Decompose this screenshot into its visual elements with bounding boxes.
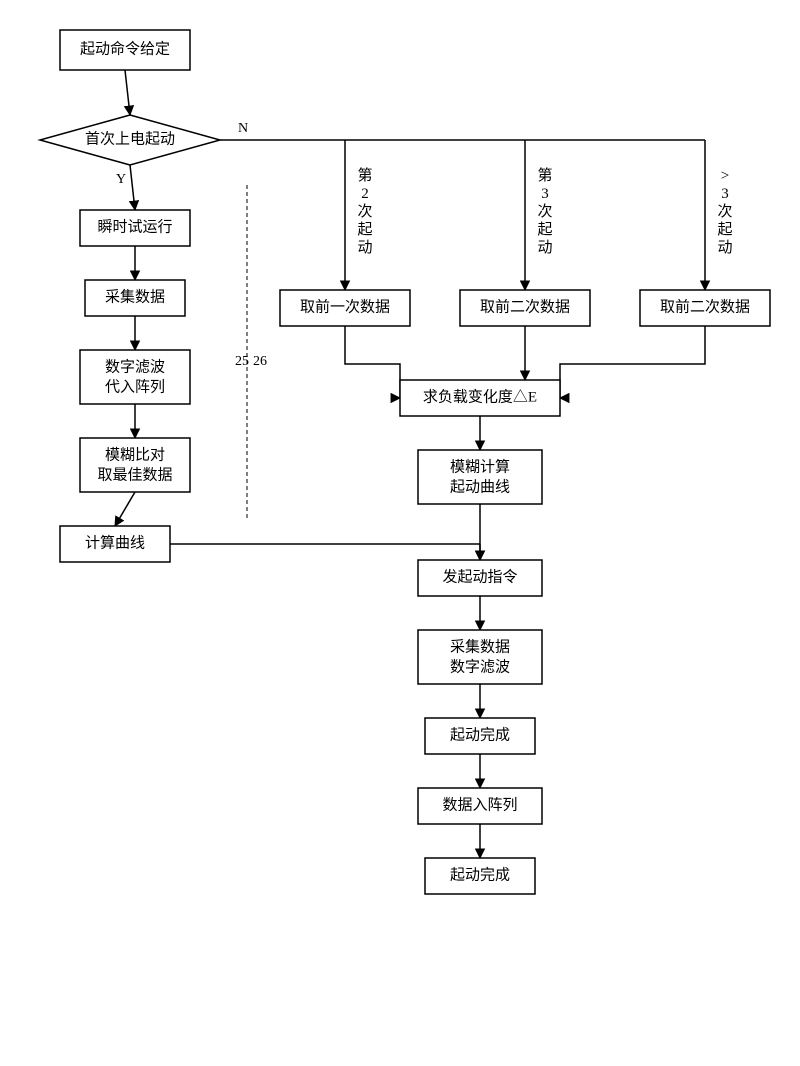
- svg-text:起动完成: 起动完成: [450, 726, 510, 743]
- svg-text:模糊比对: 模糊比对: [105, 446, 165, 463]
- svg-text:起动曲线: 起动曲线: [450, 478, 510, 495]
- svg-text:起: 起: [717, 221, 732, 238]
- svg-text:首次上电起动: 首次上电起动: [85, 130, 175, 147]
- svg-text:数字滤波: 数字滤波: [450, 658, 510, 675]
- svg-text:数字滤波: 数字滤波: [105, 358, 165, 375]
- svg-text:起动完成: 起动完成: [450, 866, 510, 883]
- svg-text:次: 次: [537, 203, 552, 220]
- svg-text:3: 3: [721, 186, 729, 202]
- svg-text:起动命令给定: 起动命令给定: [80, 39, 170, 57]
- svg-text:第: 第: [357, 166, 372, 184]
- svg-text:动: 动: [357, 239, 372, 256]
- svg-text:次: 次: [717, 203, 732, 220]
- svg-text:Y: Y: [116, 172, 126, 187]
- svg-text:2: 2: [361, 186, 369, 202]
- svg-text:取前二次数据: 取前二次数据: [480, 298, 570, 315]
- svg-text:取前二次数据: 取前二次数据: [660, 298, 750, 315]
- svg-text:>: >: [721, 168, 729, 184]
- svg-text:26: 26: [253, 354, 267, 369]
- svg-text:计算曲线: 计算曲线: [85, 533, 145, 551]
- svg-text:采集数据: 采集数据: [450, 638, 510, 655]
- svg-text:代入阵列: 代入阵列: [105, 378, 165, 395]
- svg-text:3: 3: [541, 186, 549, 202]
- svg-text:模糊计算: 模糊计算: [450, 457, 510, 475]
- svg-text:取前一次数据: 取前一次数据: [300, 298, 390, 315]
- svg-text:求负载变化度△E: 求负载变化度△E: [423, 388, 537, 405]
- svg-text:次: 次: [357, 203, 372, 220]
- svg-text:动: 动: [717, 239, 732, 256]
- svg-text:25: 25: [235, 354, 249, 369]
- svg-text:N: N: [238, 121, 248, 136]
- svg-text:发起动指令: 发起动指令: [442, 568, 517, 585]
- svg-text:起: 起: [537, 221, 552, 238]
- svg-text:动: 动: [537, 239, 552, 256]
- svg-text:瞬时试运行: 瞬时试运行: [97, 218, 172, 235]
- svg-text:第: 第: [537, 166, 552, 184]
- svg-text:起: 起: [357, 221, 372, 238]
- svg-text:取最佳数据: 取最佳数据: [97, 466, 172, 483]
- svg-text:数据入阵列: 数据入阵列: [442, 796, 517, 813]
- svg-text:采集数据: 采集数据: [105, 288, 165, 305]
